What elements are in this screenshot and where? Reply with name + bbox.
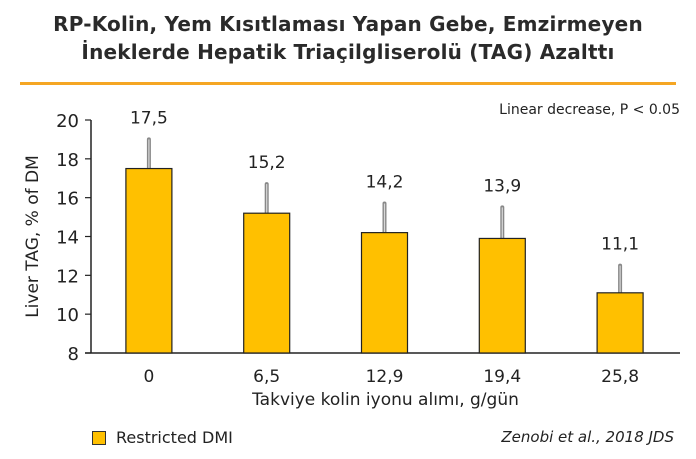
bar: [243, 212, 291, 354]
bar: [478, 237, 526, 354]
legend: Restricted DMI: [92, 428, 233, 447]
citation: Zenobi et al., 2018 JDS: [501, 428, 674, 446]
bar: [596, 292, 644, 354]
chart-title: RP-Kolin, Yem Kısıtlaması Yapan Gebe, Em…: [0, 10, 696, 66]
x-tick-label: 25,8: [601, 367, 639, 387]
data-label: 14,2: [366, 172, 404, 192]
y-axis-label: Liver TAG, % of DM: [23, 155, 43, 318]
y-tick-label: 14: [56, 228, 79, 249]
x-tick-label: 0: [143, 367, 154, 387]
data-label: 15,2: [248, 153, 286, 173]
x-tick-label: 12,9: [366, 367, 404, 387]
y-tick-label: 10: [56, 305, 79, 326]
legend-label: Restricted DMI: [116, 428, 233, 447]
data-label: 11,1: [601, 235, 639, 255]
y-tick-label: 16: [56, 189, 79, 210]
bar: [360, 232, 409, 354]
y-tick-label: 18: [56, 150, 79, 171]
y-tick-label: 8: [68, 344, 79, 365]
x-tick-label: 6,5: [253, 367, 280, 387]
significance-annotation: Linear decrease, P < 0.05: [499, 102, 680, 118]
x-axis-label: Takviye kolin iyonu alımı, g/gün: [251, 390, 519, 410]
y-tick-label: 20: [56, 111, 79, 132]
legend-swatch: [92, 430, 106, 445]
y-tick-label: 12: [56, 266, 79, 287]
title-line-2: İneklerde Hepatik Triaçilgliserolü (TAG)…: [81, 40, 615, 64]
data-label: 17,5: [130, 108, 168, 128]
x-tick-label: 19,4: [483, 367, 521, 387]
bar: [125, 167, 173, 354]
title-divider: [20, 82, 676, 85]
data-label: 13,9: [483, 176, 521, 196]
title-line-1: RP-Kolin, Yem Kısıtlaması Yapan Gebe, Em…: [53, 12, 643, 36]
